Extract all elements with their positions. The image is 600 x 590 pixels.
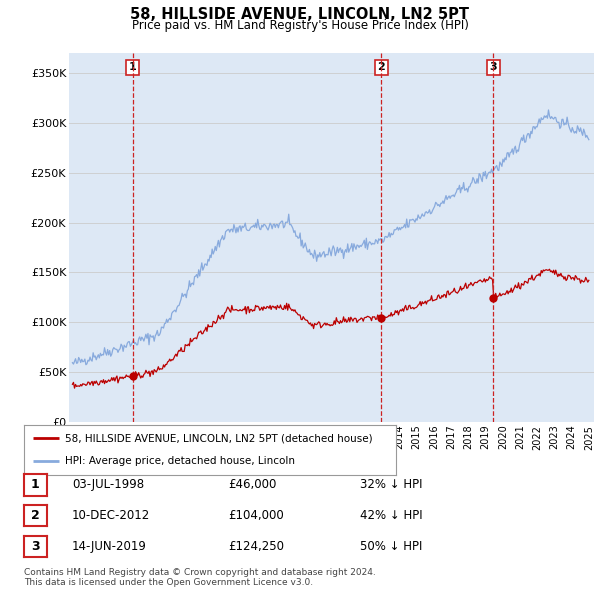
- Bar: [493, 53, 594, 422]
- Text: 58, HILLSIDE AVENUE, LINCOLN, LN2 5PT (detached house): 58, HILLSIDE AVENUE, LINCOLN, LN2 5PT (d…: [65, 433, 373, 443]
- Bar: [382, 53, 493, 422]
- Text: 10-DEC-2012: 10-DEC-2012: [72, 509, 150, 522]
- Text: £124,250: £124,250: [228, 540, 284, 553]
- Text: HPI: Average price, detached house, Lincoln: HPI: Average price, detached house, Linc…: [65, 457, 295, 467]
- Text: £104,000: £104,000: [228, 509, 284, 522]
- Bar: [69, 53, 133, 422]
- Text: £46,000: £46,000: [228, 478, 277, 491]
- Text: 42% ↓ HPI: 42% ↓ HPI: [360, 509, 422, 522]
- Bar: [133, 53, 382, 422]
- Text: 3: 3: [490, 63, 497, 73]
- Text: 3: 3: [31, 540, 40, 553]
- Text: 50% ↓ HPI: 50% ↓ HPI: [360, 540, 422, 553]
- Text: This data is licensed under the Open Government Licence v3.0.: This data is licensed under the Open Gov…: [24, 578, 313, 587]
- Text: 2: 2: [31, 509, 40, 522]
- Text: 2: 2: [377, 63, 385, 73]
- Text: 1: 1: [129, 63, 137, 73]
- Text: Price paid vs. HM Land Registry's House Price Index (HPI): Price paid vs. HM Land Registry's House …: [131, 19, 469, 32]
- Text: Contains HM Land Registry data © Crown copyright and database right 2024.: Contains HM Land Registry data © Crown c…: [24, 568, 376, 577]
- Text: 58, HILLSIDE AVENUE, LINCOLN, LN2 5PT: 58, HILLSIDE AVENUE, LINCOLN, LN2 5PT: [131, 7, 470, 22]
- Text: 14-JUN-2019: 14-JUN-2019: [72, 540, 147, 553]
- Text: 1: 1: [31, 478, 40, 491]
- Text: 03-JUL-1998: 03-JUL-1998: [72, 478, 144, 491]
- Text: 32% ↓ HPI: 32% ↓ HPI: [360, 478, 422, 491]
